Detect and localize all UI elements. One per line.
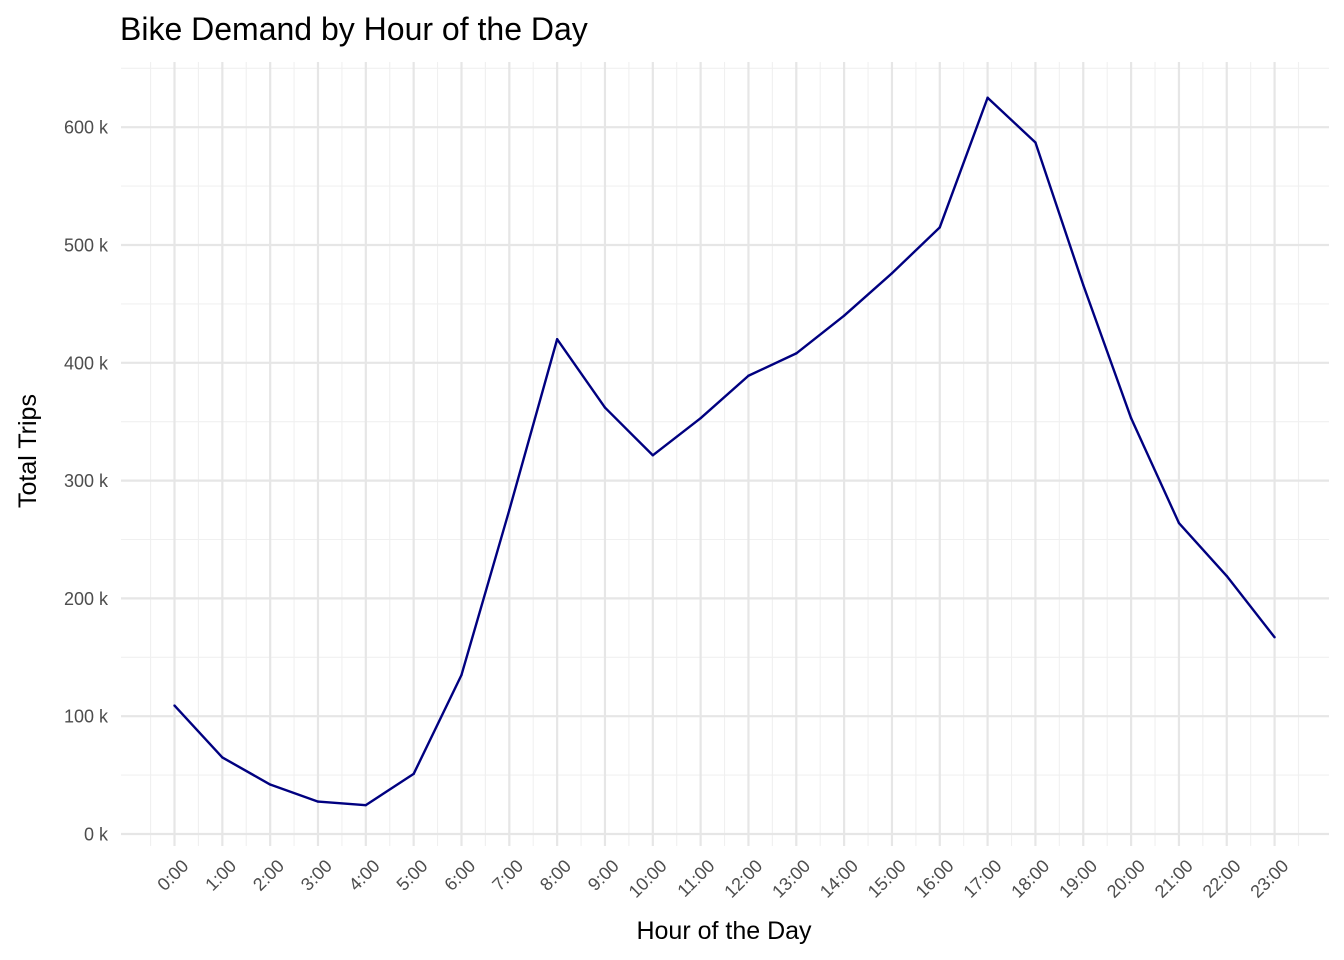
x-tick-label: 2:00 (249, 856, 288, 895)
x-tick-label: 7:00 (488, 856, 527, 895)
data-point (1225, 574, 1228, 578)
x-axis: 0:00 1:00 2:00 3:00 4:00 5:00 6:00 7:00 8:00 9:00… (153, 856, 1292, 902)
x-tick-label: 23:00 (1246, 856, 1292, 902)
data-point (603, 406, 607, 409)
x-tick-label: 1:00 (201, 856, 240, 895)
data-point (1177, 521, 1181, 525)
y-tick-label: 0 k (84, 825, 109, 845)
data-point (842, 314, 846, 317)
x-tick-label: 13:00 (768, 856, 814, 902)
data-point (1082, 283, 1085, 287)
x-tick-label: 21:00 (1151, 856, 1197, 902)
y-axis: 0 k 100 k 200 k 300 k 400 k 500 k 600 k (64, 118, 109, 845)
data-point (460, 673, 463, 677)
x-tick-label: 12:00 (720, 856, 766, 902)
x-tick-label: 6:00 (440, 856, 479, 895)
series-line (173, 96, 1276, 807)
y-tick-label: 200 k (64, 589, 109, 609)
x-tick-label: 16:00 (912, 856, 958, 902)
grid (121, 62, 1329, 846)
data-point (1034, 141, 1037, 144)
y-axis-title: Total Trips (14, 394, 42, 508)
x-tick-label: 15:00 (864, 856, 910, 902)
x-tick-label: 8:00 (536, 856, 575, 895)
data-point (268, 783, 272, 786)
x-tick-label: 9:00 (584, 856, 623, 895)
y-tick-label: 500 k (64, 236, 109, 256)
data-point (747, 374, 750, 377)
x-tick-label: 20:00 (1103, 856, 1149, 902)
data-point (986, 96, 989, 99)
data-point (938, 226, 941, 229)
x-tick-label: 5:00 (393, 856, 432, 895)
x-axis-title: Hour of the Day (636, 917, 812, 945)
x-tick-label: 19:00 (1055, 856, 1101, 902)
x-tick-label: 11:00 (673, 856, 718, 901)
y-tick-label: 400 k (64, 353, 109, 373)
data-point (508, 508, 511, 512)
x-tick-label: 0:00 (153, 856, 192, 895)
data-point (890, 272, 894, 275)
x-tick-label: 14:00 (816, 856, 862, 902)
data-point (1129, 416, 1133, 420)
y-tick-label: 300 k (64, 471, 109, 491)
data-point (173, 704, 176, 707)
chart-title: Bike Demand by Hour of the Day (120, 11, 588, 47)
data-points (173, 96, 1276, 807)
data-point (555, 338, 559, 341)
x-tick-label: 3:00 (297, 856, 336, 895)
x-tick-label: 17:00 (959, 856, 1005, 902)
data-point (412, 772, 415, 776)
data-point (795, 352, 798, 355)
data-point (699, 416, 702, 420)
data-point (651, 454, 654, 457)
data-point (221, 756, 224, 759)
y-tick-label: 600 k (64, 118, 109, 138)
y-tick-label: 100 k (64, 707, 109, 727)
x-tick-label: 4:00 (345, 856, 384, 895)
x-tick-label: 22:00 (1199, 856, 1245, 902)
data-point (364, 803, 368, 807)
data-point (316, 800, 320, 803)
x-tick-label: 10:00 (625, 856, 671, 902)
x-tick-label: 18:00 (1007, 856, 1053, 902)
data-point (1273, 636, 1276, 639)
